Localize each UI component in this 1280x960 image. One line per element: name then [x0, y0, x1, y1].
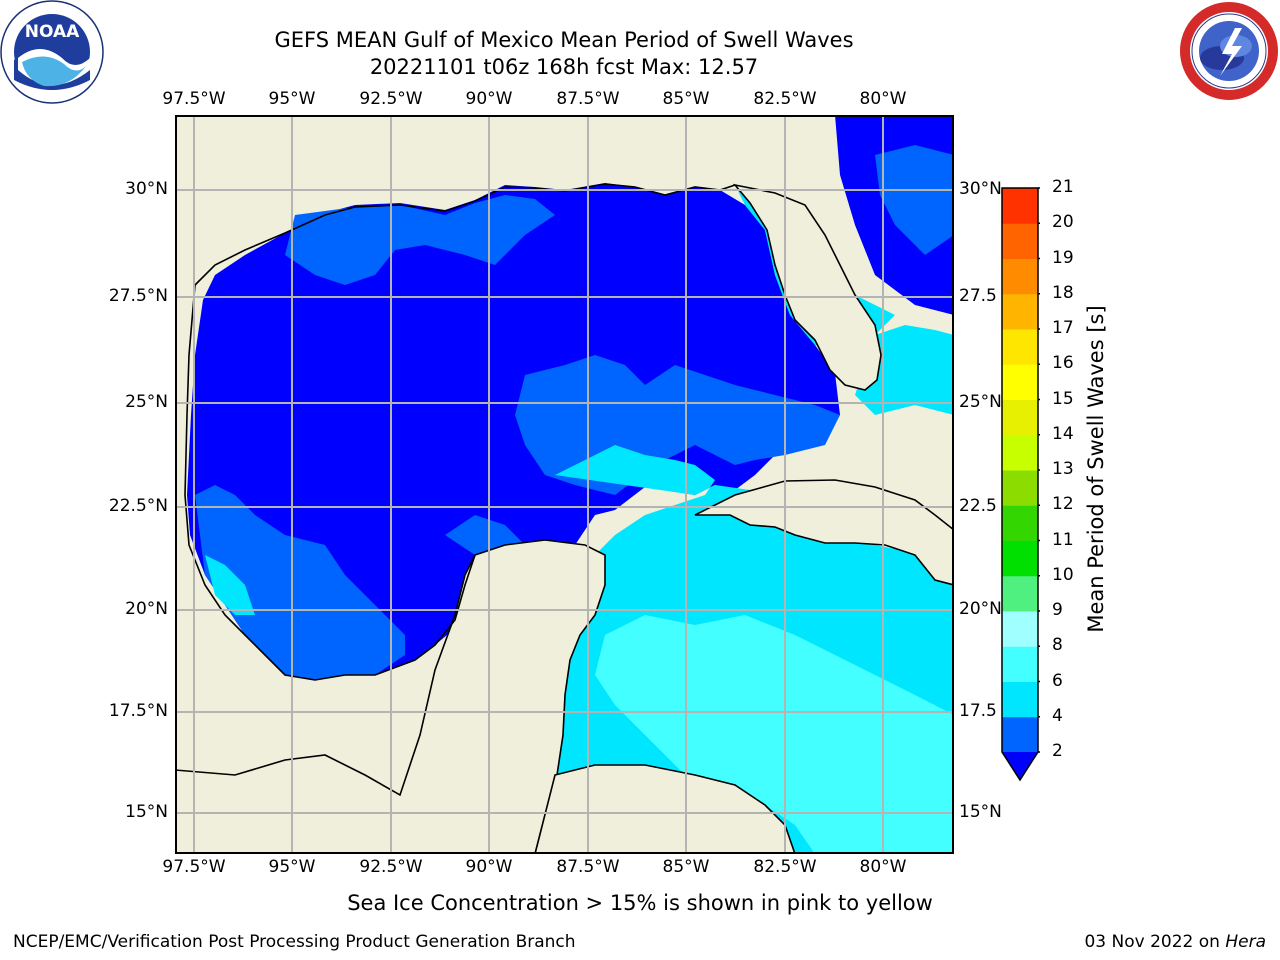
colorbar-tick-2: 2: [1052, 741, 1063, 761]
colorbar-bin-9-10: [1002, 575, 1038, 612]
atlantic-swell-field-2-4s: [875, 145, 954, 255]
gulf-swell-field-under-2s: [187, 183, 840, 680]
colorbar: [1001, 187, 1040, 782]
lat-label-right-7: 15°N: [959, 802, 1002, 822]
lon-label-top-2: 95°W: [268, 89, 316, 109]
colorbar-bin-10-11: [1002, 540, 1038, 577]
sea-ice-note-text: Sea Ice Concentration > 15% is shown in …: [347, 891, 933, 915]
lon-label-bottom-8: 80°W: [859, 857, 907, 877]
colorbar-tick-10: 10: [1052, 564, 1074, 585]
caribbean-swell-field-6-8s: [595, 615, 954, 854]
noaa-logo: NOAA: [0, 0, 104, 104]
colorbar-label: Mean Period of Swell Waves [s]: [1084, 305, 1108, 633]
lat-label-left-5: 20°N: [125, 599, 168, 619]
colorbar-tick-4: 4: [1052, 705, 1063, 726]
colorbar-bin-16-17: [1002, 329, 1038, 365]
colorbar-tick-11: 11: [1052, 529, 1074, 550]
colorbar-bin-11-12: [1002, 505, 1038, 541]
colorbar-frame: [1001, 187, 1039, 782]
colorbar-bin-4-6: [1002, 681, 1038, 718]
lon-label-top-3: 92.5°W: [359, 89, 423, 109]
map-subtitle: 20221101 t06z 168h fcst Max: 12.57: [369, 55, 759, 79]
lon-label-top-4: 90°W: [465, 89, 513, 109]
colorbar-tick-6: 6: [1052, 670, 1063, 691]
colorbar-tick-15: 15: [1052, 388, 1074, 409]
lon-label-bottom-5: 87.5°W: [556, 857, 620, 877]
colorbar-bin-17-18: [1002, 293, 1038, 330]
colorbar-tick-13: 13: [1052, 459, 1074, 479]
lon-label-bottom-7: 82.5°W: [753, 857, 817, 877]
credit-line: NCEP/EMC/Verification Post Processing Pr…: [13, 932, 576, 952]
colorbar-bin-15-16: [1002, 364, 1038, 400]
lat-label-right-4: 22.5: [959, 496, 997, 516]
colorbar-tick-16: 16: [1052, 353, 1074, 374]
colorbar-tick-20: 20: [1052, 212, 1074, 233]
lon-label-top-1: 97.5°W: [162, 89, 226, 109]
map-frame: [175, 115, 954, 854]
map-panel: [175, 115, 954, 854]
lon-label-bottom-4: 90°W: [465, 857, 513, 877]
colorbar-bin-8-9: [1002, 611, 1038, 647]
noaa-logo-text: NOAA: [25, 22, 80, 42]
colorbar-tick-14: 14: [1052, 423, 1074, 444]
lat-label-left-4: 22.5°N: [108, 496, 168, 516]
colorbar-under-arrow: [1002, 752, 1038, 780]
lat-label-left-6: 17.5°N: [108, 701, 168, 721]
lat-label-left-2: 27.5°N: [108, 286, 168, 306]
colorbar-tick-18: 18: [1052, 282, 1074, 303]
lat-label-right-5: 20°N: [959, 599, 1002, 619]
lon-label-bottom-6: 85°W: [662, 857, 710, 877]
lat-label-left-7: 15°N: [125, 802, 168, 822]
colorbar-bin-13-14: [1002, 434, 1038, 471]
lon-label-bottom-1: 97.5°W: [162, 857, 226, 877]
lon-label-bottom-2: 95°W: [268, 857, 316, 877]
map-title: GEFS MEAN Gulf of Mexico Mean Period of …: [274, 28, 854, 52]
colorbar-bin-2-4: [1002, 716, 1038, 753]
colorbar-tick-19: 19: [1052, 247, 1074, 268]
lon-label-bottom-3: 92.5°W: [359, 857, 423, 877]
lon-label-top-7: 82.5°W: [753, 89, 817, 109]
lon-label-top-6: 85°W: [662, 89, 710, 109]
florida-peninsula: [732, 183, 882, 391]
mexico-gulf-coast: [184, 284, 476, 681]
colorbar-tick-8: 8: [1052, 635, 1063, 656]
lat-label-right-3: 25°N: [959, 392, 1002, 412]
lon-label-top-8: 80°W: [859, 89, 907, 109]
colorbar-tick-9: 9: [1052, 600, 1063, 620]
sea-ice-note: Sea Ice Concentration > 15% is shown in …: [0, 891, 1280, 915]
colorbar-bin-12-13: [1002, 470, 1038, 506]
lat-label-right-2: 27.5: [959, 286, 997, 306]
nws-logo: [1178, 0, 1280, 102]
colorbar-bin-18-19: [1002, 258, 1038, 295]
colorbar-tick-17: 17: [1052, 318, 1074, 338]
graticule: [175, 115, 954, 854]
gulf-swell-field-2-4s: [195, 195, 840, 680]
colorbar-bin-6-8: [1002, 646, 1038, 682]
date-stamp: 03 Nov 2022 on Hera: [1084, 932, 1266, 952]
colorbar-bin-20-21: [1002, 188, 1038, 224]
colorbar-tick-21: 21: [1052, 177, 1074, 197]
colorbar-bin-14-15: [1002, 399, 1038, 436]
colorbar-tick-12: 12: [1052, 494, 1074, 515]
colorbar-bin-19-20: [1002, 223, 1038, 259]
lat-label-right-6: 17.5: [959, 701, 997, 721]
central-america-coast: [534, 764, 796, 854]
lat-label-left-3: 25°N: [125, 392, 168, 412]
machine-name: Hera: [1225, 932, 1266, 952]
date-text: 03 Nov 2022 on: [1084, 932, 1220, 952]
lat-label-right-1: 30°N: [959, 179, 1002, 199]
lat-label-left-1: 30°N: [125, 179, 168, 199]
lon-label-top-5: 87.5°W: [556, 89, 620, 109]
